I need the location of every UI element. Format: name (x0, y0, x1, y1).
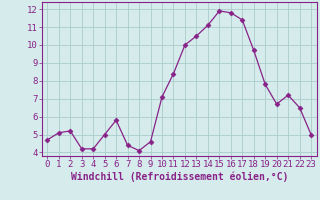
X-axis label: Windchill (Refroidissement éolien,°C): Windchill (Refroidissement éolien,°C) (70, 172, 288, 182)
